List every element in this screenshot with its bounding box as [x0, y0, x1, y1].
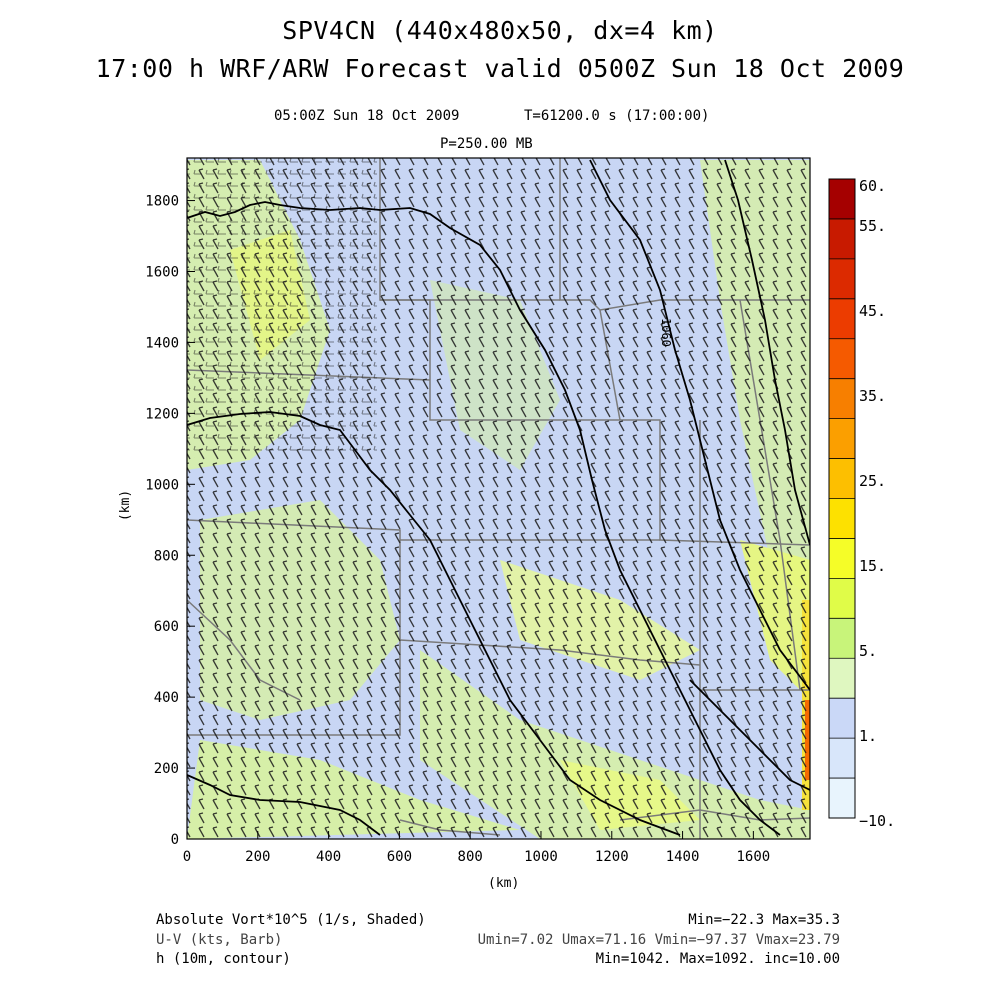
y-tick-label: 0 [171, 832, 179, 848]
colorbar-swatch [829, 258, 855, 300]
colorbar-swatch [829, 498, 855, 539]
colorbar-swatch [829, 578, 855, 619]
y-tick-label: 200 [154, 761, 179, 777]
main-title: SPV4CN (440x480x50, dx=4 km) [282, 16, 718, 45]
y-tick-label: 600 [154, 619, 179, 635]
x-tick-label: 1400 [666, 849, 700, 865]
y-tick-label: 1800 [145, 194, 179, 210]
colorbar-label: 45. [859, 302, 886, 320]
colorbar-swatch [829, 658, 855, 699]
x-tick-label: 1200 [595, 849, 629, 865]
colorbar-swatch [829, 378, 855, 420]
colorbar-label: 60. [859, 177, 886, 195]
simulation-time: T=61200.0 s (17:00:00) [524, 108, 710, 124]
colorbar-label: 5. [859, 642, 877, 660]
x-tick-label: 1000 [524, 849, 558, 865]
colorbar-swatch [829, 738, 855, 779]
x-tick-label: 600 [387, 849, 412, 865]
y-axis-label: (km) [118, 489, 134, 522]
colorbar-swatch [829, 458, 855, 499]
field2-label: U-V (kts, Barb) [156, 932, 283, 948]
x-tick-label: 800 [458, 849, 483, 865]
colorbar-swatch [829, 698, 855, 739]
colorbar-swatch [829, 218, 855, 260]
colorbar-label: −10. [859, 812, 895, 830]
field3-label: h (10m, contour) [156, 951, 291, 967]
colorbar-swatch [829, 618, 855, 659]
x-tick-label: 200 [245, 849, 270, 865]
x-axis-label: (km) [488, 876, 520, 891]
y-tick-label: 1200 [145, 406, 179, 422]
y-tick-label: 1600 [145, 265, 179, 281]
field3-stats: Min=1042. Max=1092. inc=10.00 [595, 951, 840, 967]
colorbar: 60. 55. 45. 35. 25. 15. 5. 1. −10. [828, 177, 895, 830]
x-tick-label: 1600 [737, 849, 771, 865]
pressure-level: P=250.00 MB [440, 136, 533, 152]
colorbar-swatch [829, 418, 855, 460]
plot-frame [186, 157, 811, 840]
field1-stats: Min=−22.3 Max=35.3 [688, 912, 840, 928]
y-axis: 0 200 400 600 800 1000 1200 1400 1600 1800 [145, 194, 195, 848]
colorbar-swatch [829, 338, 855, 380]
map-field [187, 158, 810, 839]
height-contours [187, 159, 810, 836]
contour-label: 1060 [659, 318, 673, 347]
forecast-title: 17:00 h WRF/ARW Forecast valid 0500Z Sun… [95, 54, 905, 83]
valid-time: 05:00Z Sun 18 Oct 2009 [274, 108, 460, 124]
colorbar-label: 1. [859, 727, 877, 745]
field2-stats: Umin=7.02 Umax=71.16 Vmin=−97.37 Vmax=23… [477, 932, 840, 948]
colorbar-swatch [829, 179, 855, 220]
x-axis: 0 200 400 600 800 1000 1200 1400 1600 [183, 831, 770, 865]
colorbar-swatch [829, 778, 855, 819]
field1-label: Absolute Vort*10^5 (1/s, Shaded) [156, 912, 426, 928]
colorbar-label: 25. [859, 472, 886, 490]
y-tick-label: 400 [154, 690, 179, 706]
colorbar-swatch [829, 538, 855, 579]
x-tick-label: 0 [183, 849, 191, 865]
y-tick-label: 800 [154, 548, 179, 564]
y-tick-label: 1400 [145, 335, 179, 351]
colorbar-label: 35. [859, 387, 886, 405]
y-tick-label: 1000 [145, 477, 179, 493]
colorbar-label: 55. [859, 217, 886, 235]
colorbar-swatch [829, 298, 855, 340]
colorbar-label: 15. [859, 557, 886, 575]
x-tick-label: 400 [316, 849, 341, 865]
